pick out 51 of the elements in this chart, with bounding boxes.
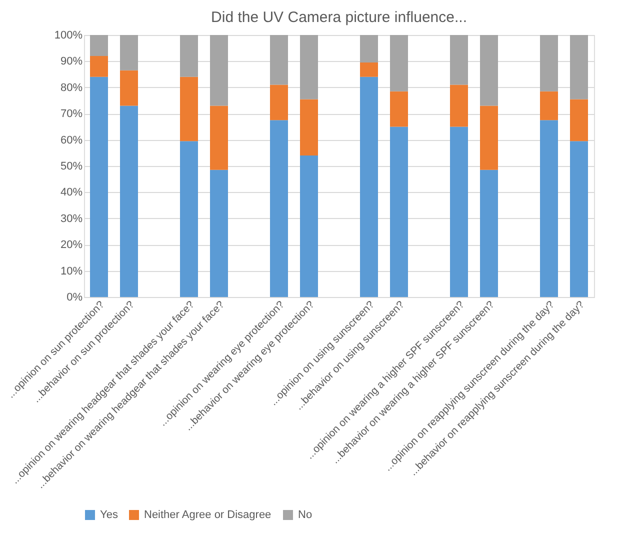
bar (300, 35, 318, 100)
bar (570, 141, 588, 297)
bar (270, 84, 288, 120)
bar (390, 91, 408, 127)
bar (480, 35, 498, 106)
y-tick-label: 20% (60, 239, 83, 252)
bar (270, 120, 288, 297)
bar (210, 106, 228, 170)
bar (120, 106, 138, 297)
y-tick-label: 70% (60, 108, 83, 120)
bar (480, 170, 498, 297)
bar (120, 35, 138, 70)
y-tick-label: 60% (60, 134, 83, 146)
bar (360, 35, 378, 63)
bar (180, 76, 198, 142)
y-tick-label: 50% (60, 160, 83, 172)
y-tick-label: 0% (66, 292, 83, 304)
bar (270, 35, 288, 85)
bar (90, 56, 108, 77)
chart-title: Did the UV Camera picture influence... (211, 9, 467, 26)
bar (390, 126, 408, 297)
legend-label: Yes (100, 509, 118, 521)
bar (210, 170, 228, 297)
bar (120, 70, 138, 106)
bar (300, 156, 318, 297)
bar (90, 76, 108, 297)
legend-label: No (298, 509, 312, 521)
bar (570, 99, 588, 142)
bar (450, 35, 468, 85)
legend-label: Neither Agree or Disagree (144, 509, 272, 521)
bar (360, 62, 378, 77)
bar (390, 35, 408, 92)
y-tick-label: 90% (60, 56, 83, 68)
bar (540, 120, 558, 297)
bar (540, 91, 558, 120)
y-tick-label: 100% (54, 30, 83, 42)
bar (210, 35, 228, 106)
bar (300, 99, 318, 156)
bar (450, 126, 468, 297)
bar (90, 35, 108, 56)
bar (540, 35, 558, 92)
y-tick-label: 80% (60, 82, 83, 94)
bar (360, 76, 378, 297)
bar (450, 84, 468, 127)
y-tick-label: 30% (60, 212, 83, 225)
bar (180, 141, 198, 297)
bar (480, 106, 498, 170)
bar (570, 35, 588, 100)
bar (180, 35, 198, 77)
y-tick-label: 40% (60, 186, 83, 199)
y-tick-label: 10% (60, 265, 83, 278)
